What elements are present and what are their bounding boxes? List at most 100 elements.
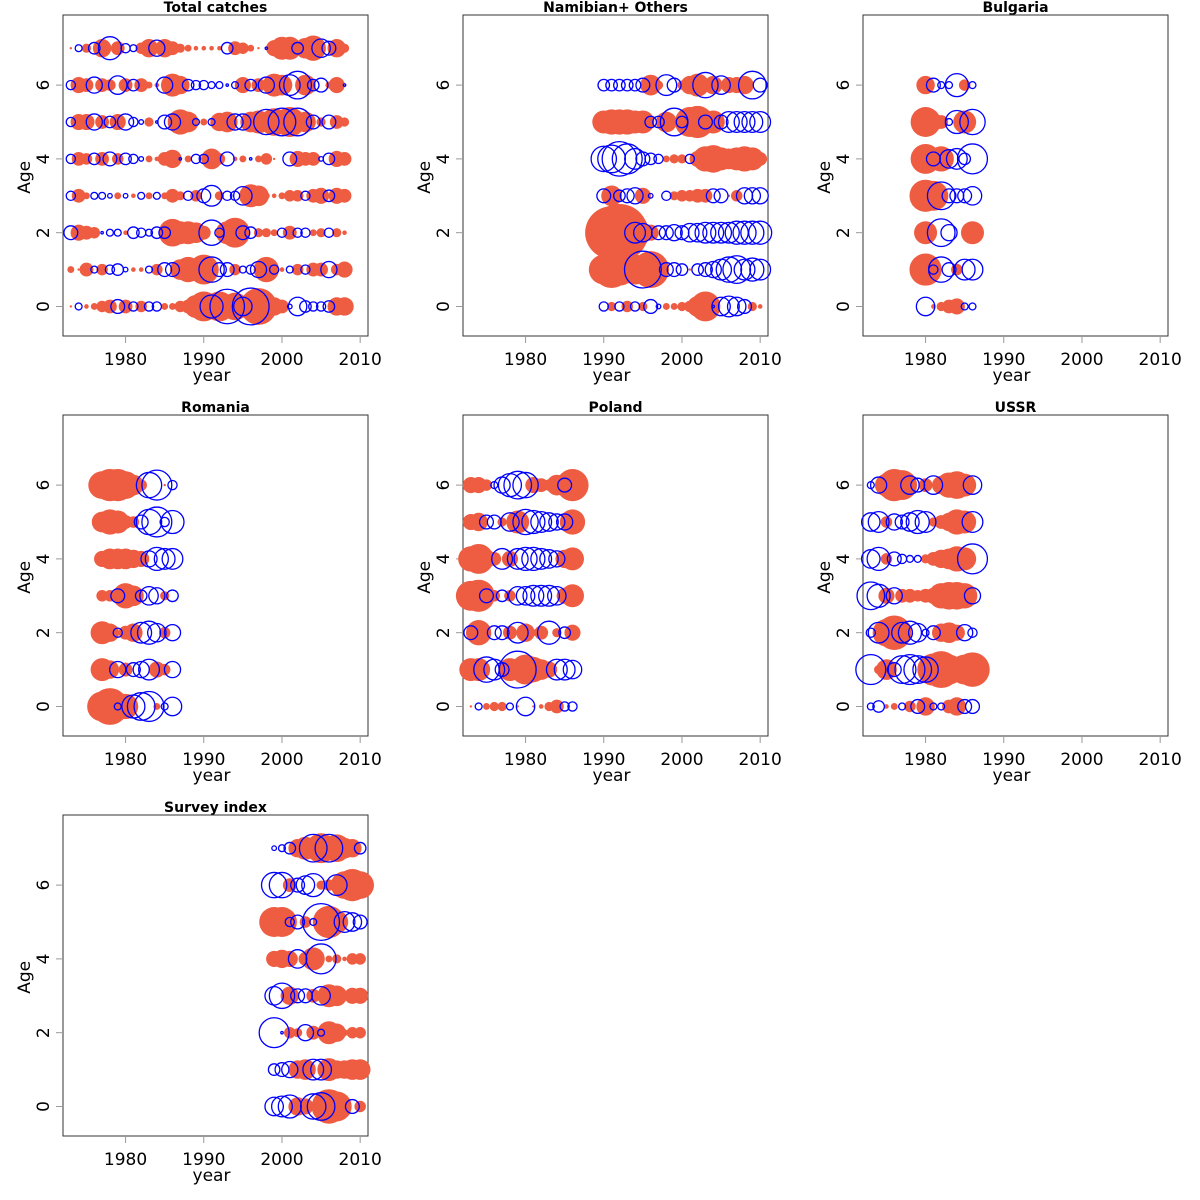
- panel-title: Bulgaria: [982, 0, 1048, 16]
- y-axis-label: Age: [15, 961, 35, 994]
- bubble-negative: [105, 228, 115, 237]
- bubble-negative: [548, 513, 566, 531]
- bubble-negative: [717, 221, 740, 244]
- bubble-negative: [860, 512, 881, 532]
- bubble-negative: [704, 260, 722, 279]
- bubble-negative: [939, 149, 959, 169]
- bubble-positive: [690, 291, 721, 322]
- bubble-negative: [855, 653, 887, 686]
- bubble-negative: [90, 265, 99, 274]
- bubble-negative: [306, 78, 320, 92]
- bubble-layer: [855, 469, 990, 716]
- bubble-negative: [614, 301, 625, 312]
- bubble-negative: [545, 658, 568, 681]
- bubble-negative: [316, 1028, 326, 1037]
- bubble-positive: [165, 41, 180, 56]
- bubble-negative: [944, 81, 954, 90]
- x-tick-label: 2000: [660, 350, 703, 370]
- bubble-negative: [635, 77, 651, 93]
- bubble-negative: [281, 1060, 299, 1079]
- bubble-negative: [894, 653, 926, 686]
- bubble-negative: [726, 296, 747, 317]
- bubble-positive: [279, 267, 285, 272]
- y-tick-label: 0: [434, 701, 454, 712]
- bubble-negative: [311, 985, 331, 1006]
- y-tick-label: 4: [34, 953, 54, 964]
- bubble-positive: [114, 192, 122, 200]
- bubble-negative: [302, 902, 341, 942]
- bubble-negative: [231, 287, 270, 326]
- bubble-negative: [620, 78, 634, 92]
- panel-title: Total catches: [164, 0, 268, 16]
- bubble-negative: [478, 588, 495, 604]
- bubble-negative: [159, 516, 170, 528]
- bubble-negative: [665, 223, 683, 242]
- bubble-positive: [487, 551, 502, 566]
- bubble-negative: [74, 44, 83, 53]
- x-tick-label: 1990: [582, 350, 625, 370]
- bubble-negative: [536, 620, 562, 645]
- bubble-layer: [63, 35, 354, 326]
- bubble-negative: [590, 145, 618, 173]
- bubble-negative: [923, 475, 944, 495]
- plot-frame: [62, 814, 369, 1137]
- bubble-negative: [711, 75, 731, 95]
- bubble-negative: [900, 512, 920, 532]
- bubble-negative: [557, 477, 573, 493]
- bubble-positive: [556, 469, 589, 502]
- bubble-positive: [88, 226, 101, 239]
- bubble-positive: [480, 479, 493, 491]
- bubble-positive: [953, 473, 977, 497]
- bubble-positive: [267, 907, 297, 937]
- bubble-positive: [316, 117, 326, 127]
- bubble-negative: [522, 584, 545, 607]
- bubble-negative: [103, 115, 117, 129]
- bubble-negative: [613, 189, 626, 203]
- bubble-negative: [624, 221, 647, 244]
- bubble-negative: [647, 192, 654, 199]
- bubble-negative: [691, 263, 705, 276]
- bubble-positive: [953, 510, 977, 534]
- bubble-positive: [890, 703, 898, 710]
- bubble-negative: [506, 547, 529, 570]
- bubble-positive: [169, 303, 176, 310]
- y-tick-label: 2: [34, 1027, 54, 1038]
- bubble-positive: [188, 254, 219, 285]
- bubble-positive: [260, 153, 273, 165]
- bubble-positive: [909, 253, 942, 286]
- bubble-negative: [321, 114, 337, 130]
- bubble-negative: [219, 151, 235, 167]
- bubble-negative: [214, 227, 225, 238]
- bubble-negative: [613, 78, 626, 92]
- bubble-negative: [964, 698, 981, 715]
- bubble-positive: [83, 192, 90, 200]
- bubble-negative: [313, 77, 329, 93]
- bubble-negative: [619, 188, 635, 204]
- bubble-negative: [493, 476, 511, 494]
- bubble-negative: [687, 222, 708, 243]
- x-axis-label: year: [593, 366, 631, 386]
- bubble-negative: [128, 301, 139, 312]
- bubble-negative: [635, 151, 651, 167]
- bubble-negative: [658, 262, 674, 278]
- bubble-negative: [112, 627, 123, 638]
- bubble-negative: [957, 698, 973, 715]
- bubble-positive: [655, 111, 677, 133]
- bubble-negative: [512, 508, 539, 536]
- bubble-negative: [722, 255, 752, 285]
- bubble-negative: [955, 623, 974, 642]
- bubble-positive: [67, 266, 75, 274]
- bubble-negative: [308, 301, 319, 312]
- bubble-negative: [299, 300, 312, 313]
- bubble-positive: [947, 697, 967, 716]
- bubble-negative: [153, 547, 176, 570]
- bubble-negative: [353, 841, 367, 855]
- bubble-positive: [69, 47, 73, 50]
- bubble-negative: [138, 658, 161, 681]
- bubble-positive: [237, 42, 249, 54]
- bubble-negative: [110, 588, 126, 604]
- bubble-negative: [141, 506, 173, 538]
- bubble-negative: [291, 41, 305, 55]
- bubble-positive: [642, 224, 659, 241]
- bubble-positive: [112, 693, 139, 720]
